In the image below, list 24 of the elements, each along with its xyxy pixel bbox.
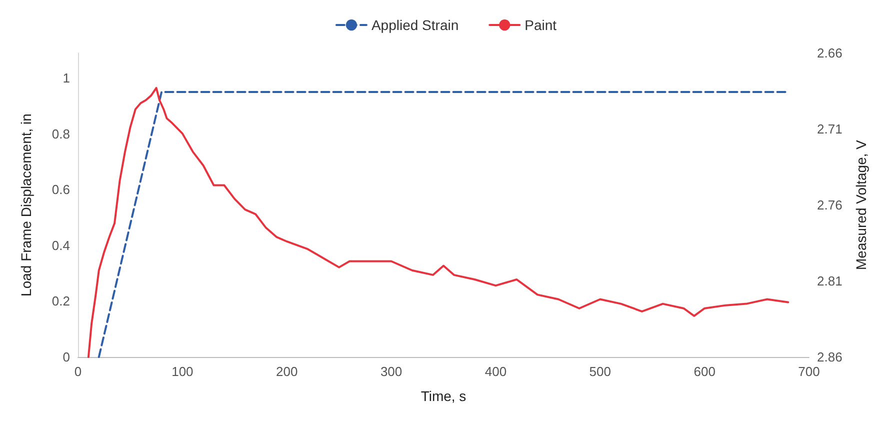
y-tick-label: 0.2 — [52, 294, 70, 309]
x-tick-label: 700 — [798, 364, 820, 379]
y2-tick-label: 2.81 — [817, 274, 842, 288]
y-axis-title: Load Frame Displacement, in — [18, 114, 34, 296]
x-tick-label: 600 — [694, 364, 716, 379]
y2-axis-title: Measured Voltage, V — [853, 139, 869, 270]
y2-tick-label: 2.76 — [817, 198, 842, 212]
y-tick-label: 0.6 — [52, 182, 70, 198]
x-tick-label: 0 — [74, 364, 82, 379]
x-tick-label: 100 — [172, 364, 194, 379]
x-tick-label: 200 — [276, 364, 298, 379]
y-tick-label: 0.8 — [52, 126, 70, 142]
legend-label: Paint — [524, 17, 557, 33]
y2-tick-label: 2.71 — [817, 122, 842, 136]
x-tick-label: 500 — [589, 364, 611, 379]
y2-tick-label: 2.66 — [817, 46, 842, 60]
x-tick-label: 400 — [484, 364, 507, 379]
y2-tick-label: 2.86 — [817, 350, 842, 364]
legend-label: Applied Strain — [371, 17, 459, 33]
y-tick-label: 0 — [62, 350, 70, 364]
x-tick-label: 300 — [380, 364, 402, 379]
y-tick-label: 1 — [62, 70, 70, 86]
x-axis-title: Time, s — [420, 388, 466, 404]
y-tick-label: 0.4 — [52, 238, 70, 253]
